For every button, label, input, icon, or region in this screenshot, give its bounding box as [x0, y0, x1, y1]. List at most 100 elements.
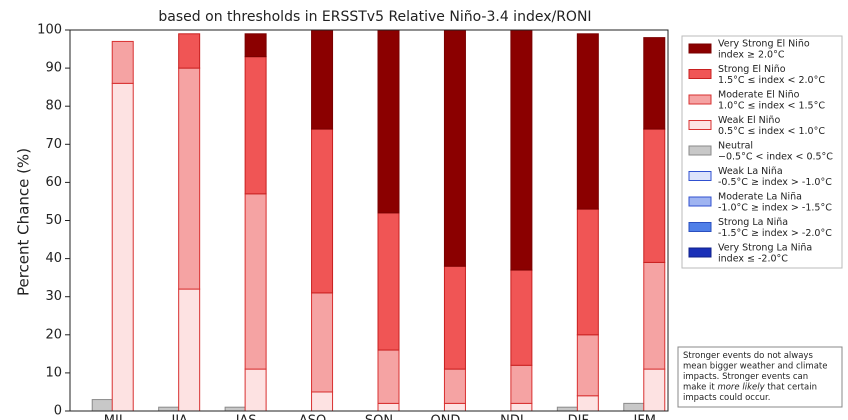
bar-segment: [576, 208, 599, 336]
legend-label: Strong El Niño: [718, 64, 786, 75]
bar-segment: [311, 128, 334, 294]
legend-label: Very Strong La Niña: [718, 243, 812, 254]
bar-segment: [178, 288, 201, 412]
note-text: Stronger events do not always: [683, 351, 813, 361]
bar-segment: [623, 402, 646, 412]
bar-segment: [111, 40, 134, 84]
bar-segment: [443, 29, 466, 267]
note-segment: Stronger events do not always: [683, 351, 813, 361]
legend-definition: 0.5°C ≤ index < 1.0°C: [718, 126, 825, 137]
y-tick-label: 20: [45, 327, 62, 342]
chart-subtitle: based on thresholds in ERSSTv5 Relative …: [158, 9, 591, 25]
x-tick-label: NDJ: [500, 414, 524, 420]
legend-label: Strong La Niña: [718, 217, 788, 228]
legend-definition: -1.0°C ≥ index > -1.5°C: [718, 203, 832, 214]
y-tick-label: 80: [45, 99, 62, 114]
y-tick-label: 40: [45, 251, 62, 266]
note-text: impacts. Stronger events can: [683, 372, 808, 382]
legend-swatch: [688, 69, 712, 79]
bar-segment: [158, 406, 181, 412]
legend-swatch: [688, 247, 712, 258]
bar-segment: [377, 349, 400, 404]
note-text: impacts could occur.: [683, 393, 770, 403]
legend-definition: -0.5°C ≥ index > -1.0°C: [718, 177, 832, 188]
y-axis-label: Percent Chance (%): [15, 148, 33, 296]
legend-swatch: [688, 120, 712, 130]
bar-segment: [510, 402, 533, 412]
bar-segment: [224, 406, 247, 412]
bar-segment: [311, 29, 334, 130]
bar-segment: [643, 368, 666, 412]
bar-segment: [178, 67, 201, 290]
y-tick-label: 100: [37, 23, 62, 38]
y-tick-label: 90: [45, 61, 62, 76]
note-segment: impacts. Stronger events can: [683, 372, 808, 382]
x-tick-label: MJJ: [104, 414, 123, 420]
note-segment: mean bigger weather and climate: [683, 361, 827, 371]
x-tick-label: ASO: [299, 414, 326, 420]
legend-swatch: [688, 196, 712, 207]
bar-segment: [643, 37, 666, 130]
bar-segment: [311, 391, 334, 412]
legend-definition: 1.0°C ≤ index < 1.5°C: [718, 101, 825, 112]
bar-segment: [111, 82, 134, 412]
y-tick-label: 50: [45, 213, 62, 228]
legend-label: Moderate La Niña: [718, 192, 802, 203]
note-text: mean bigger weather and climate: [683, 361, 827, 371]
bar-segment: [178, 33, 201, 69]
bar-segment: [377, 29, 400, 214]
x-tick-label: OND: [430, 414, 460, 420]
note-segment: make it: [683, 382, 717, 392]
bar-segment: [510, 269, 533, 366]
bar-segment: [377, 212, 400, 351]
bar-segment: [576, 395, 599, 412]
note-segment: impacts could occur.: [683, 393, 770, 403]
legend-swatch: [688, 222, 712, 232]
legend-label: Weak La Niña: [718, 166, 783, 177]
y-tick-label: 30: [45, 289, 62, 304]
y-tick-label: 60: [45, 175, 62, 190]
legend-label: Neutral: [718, 141, 753, 152]
bar-segment: [443, 265, 466, 370]
bar-segment: [443, 368, 466, 404]
bar-segment: [244, 33, 267, 58]
legend-swatch: [688, 171, 712, 181]
bar-segment: [643, 261, 666, 370]
bar-segment: [244, 56, 267, 195]
y-tick-label: 70: [45, 137, 62, 152]
y-tick-label: 0: [54, 404, 62, 419]
x-tick-label: SON: [365, 414, 393, 420]
legend-swatch: [688, 145, 712, 156]
note-segment: that certain: [765, 382, 817, 392]
legend-label: Weak El Niño: [718, 115, 780, 126]
legend-definition: index ≤ -2.0°C: [718, 254, 788, 265]
bar-segment: [311, 292, 334, 393]
legend-label: Very Strong El Niño: [718, 39, 810, 50]
y-tick-label: 10: [45, 365, 62, 380]
note-text: make it more likely that certain: [683, 382, 817, 392]
bar-segment: [443, 402, 466, 412]
x-tick-label: JFM: [633, 414, 657, 420]
bar-segment: [576, 33, 599, 210]
legend-definition: −0.5°C < index < 0.5°C: [718, 152, 833, 163]
plot-frame: [69, 29, 669, 412]
x-tick-label: JAS: [235, 414, 257, 420]
x-tick-label: JJA: [170, 414, 187, 420]
bar-segment: [244, 193, 267, 370]
note-segment: more likely: [717, 382, 765, 392]
legend-definition: 1.5°C ≤ index < 2.0°C: [718, 75, 825, 86]
x-tick-label: DJF: [568, 414, 589, 420]
legend-swatch: [688, 43, 712, 54]
legend-label: Moderate El Niño: [718, 90, 800, 101]
bar-segment: [91, 399, 114, 412]
legend-definition: -1.5°C ≥ index > -2.0°C: [718, 228, 832, 239]
bar-segment: [556, 406, 579, 412]
bar-segment: [377, 402, 400, 412]
legend-swatch: [688, 94, 712, 105]
bar-segment: [643, 128, 666, 263]
note-box: [677, 346, 843, 408]
bar-segment: [510, 364, 533, 404]
legend-definition: index ≥ 2.0°C: [718, 50, 785, 61]
bar-segment: [576, 334, 599, 397]
